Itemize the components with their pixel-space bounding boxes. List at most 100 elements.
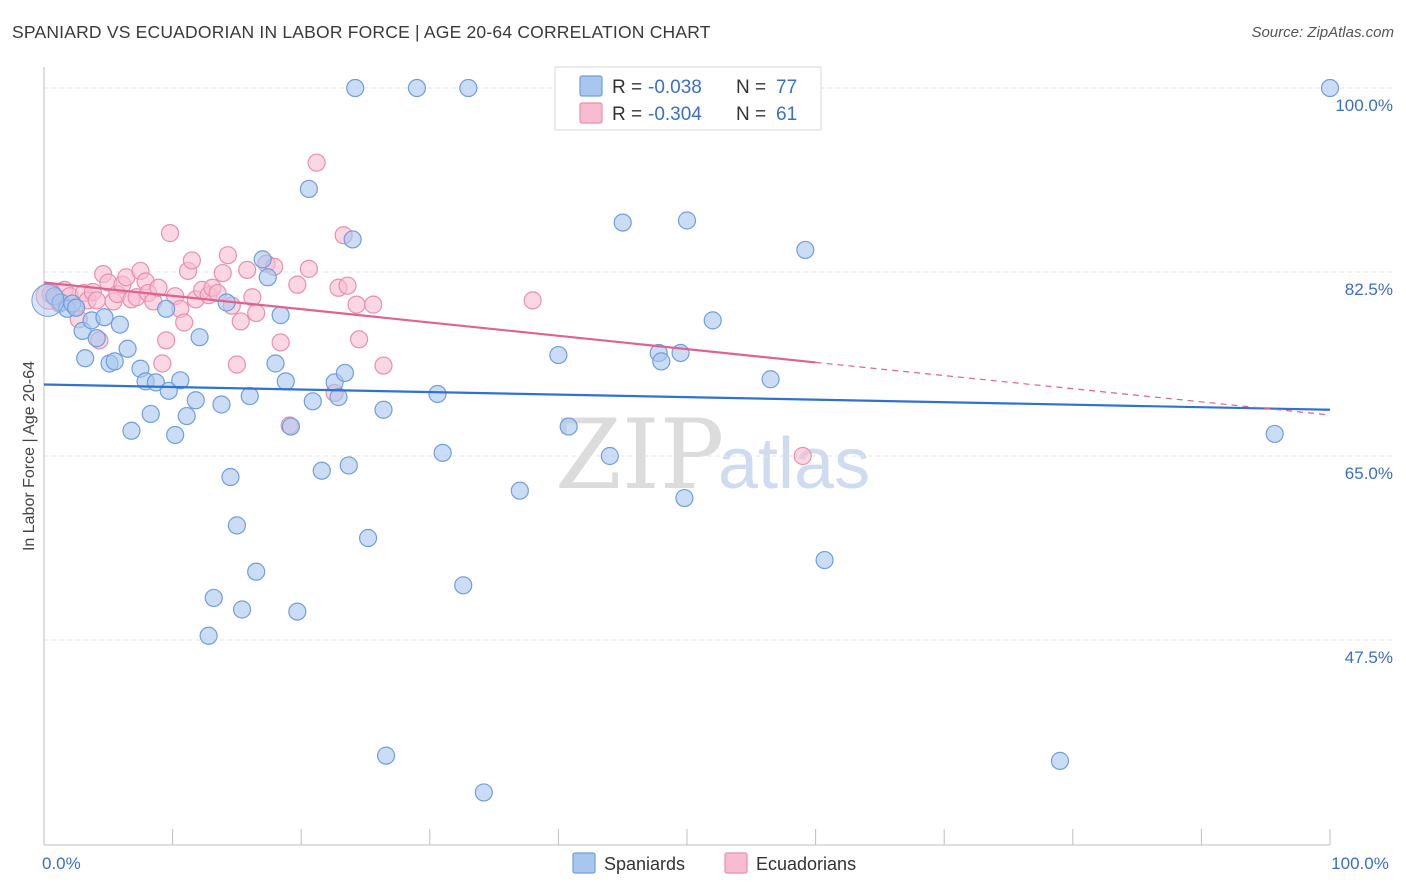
legend-n-value-spaniards: 77 [776,77,797,98]
spaniard-point [433,443,452,462]
ecuadorian-point [149,278,168,297]
spaniard-point [177,406,196,426]
ecuadorian-point [213,263,232,283]
spaniard-point [335,363,355,383]
spaniard-point [1265,424,1284,444]
spaniard-point [288,602,307,621]
x-tick-label: 0.0% [42,854,81,873]
spaniard-point [510,481,529,500]
spaniard-point [157,299,176,318]
spaniard-point [374,400,393,419]
spaniard-point [459,78,478,98]
spaniard-point [221,467,240,487]
x-tick-labels: 0.0% 100.0% [42,854,1389,873]
legend-n-value-ecuadorians: 61 [776,104,797,125]
spaniard-point [118,339,137,358]
legend-n-label-spaniards: N = [736,77,766,98]
spaniard-point [247,562,266,581]
ecuadorian-point [349,330,369,349]
spaniard-point [105,352,124,371]
spaniard-point [454,576,473,595]
ecuadorian-point [175,313,194,332]
spaniard-point [559,417,578,436]
y-tick-label: 82.5% [1345,280,1393,299]
spaniard-point [376,746,396,765]
spaniard-point [76,349,95,368]
spaniard-point [339,456,358,475]
spaniard-point [677,211,697,230]
bottom-legend-swatch-spaniards [572,852,596,874]
legend-n-label-ecuadorians: N = [736,104,766,125]
spaniard-point [67,298,86,317]
spaniard-point [312,461,331,480]
spaniard-point [299,179,319,199]
ecuadorian-point [153,354,172,373]
y-tick-label: 100.0% [1335,96,1393,115]
spaniard-point [281,417,301,436]
y-tick-labels: 100.0% 82.5% 65.0% 47.5% [1335,96,1393,667]
spaniard-point [204,588,223,608]
ecuadorian-point [160,224,180,243]
ecuadorian-point [364,295,383,314]
spaniard-point [358,528,378,548]
spaniard-point [232,600,252,619]
ecuadorians-trend-extension [815,361,1331,416]
grid-lines [44,87,1392,641]
ecuadorian-point [271,333,290,352]
spaniard-point [303,392,322,411]
ecuadorian-point [523,291,542,310]
spaniard-point [703,311,722,330]
ecuadorian-point [288,275,307,294]
ecuadorian-point [238,260,257,280]
ecuadorian-point [157,331,176,350]
ecuadorian-point [793,446,812,466]
x-tick-label: 100.0% [1331,854,1389,873]
spaniard-point [258,268,277,287]
spaniard-point [675,488,694,508]
legend-r-label-ecuadorians: R = [612,104,642,125]
spaniard-point [652,352,671,371]
spaniard-point [171,371,190,390]
spaniard-point [343,230,362,249]
top-legend: R = -0.038 N = 77 R = -0.304 N = 61 [554,66,822,131]
ecuadorian-point [227,355,246,374]
spaniards-trend-line [43,383,1331,411]
spaniard-point [122,421,141,440]
bottom-legend-label-ecuadorians: Ecuadorians [756,854,856,874]
y-tick-label: 47.5% [1345,648,1393,667]
spaniard-point [474,783,493,802]
source-label: Source: ZipAtlas.com [1251,24,1394,41]
ecuadorian-point [338,276,357,295]
spaniard-cluster-point [31,283,65,317]
spaniard-point [266,354,285,373]
bottom-legend-swatch-ecuadorians [724,852,748,874]
bottom-legend: Spaniards Ecuadorians [572,852,856,874]
chart-title: SPANIARD VS ECUADORIAN IN LABOR FORCE | … [12,22,711,42]
spaniard-point [240,386,259,406]
legend-swatch-spaniards [579,75,603,97]
legend-r-value-ecuadorians: -0.304 [648,104,702,125]
legend-r-value-spaniards: -0.038 [648,77,702,98]
spaniard-point [1320,78,1340,98]
ecuadorian-point [247,303,266,323]
spaniard-point [95,308,114,327]
spaniard-point [212,395,231,414]
watermark-atlas: atlas [718,424,870,504]
ecuadorian-point [182,251,201,270]
ecuadorian-point [87,291,106,310]
trend-lines [43,281,1331,416]
spaniard-point [428,384,447,404]
spaniard-point [329,388,348,407]
y-tick-label: 65.0% [1345,464,1393,483]
ecuadorian-point [347,295,366,314]
spaniard-point [600,446,619,466]
ecuadorian-point [374,356,393,375]
spaniard-point [549,345,568,365]
spaniard-point [346,78,365,98]
x-ticks [43,829,1331,845]
spaniard-point [796,240,815,260]
spaniard-point [1050,751,1070,770]
spaniard-point [166,425,185,445]
ecuadorian-point [231,312,250,331]
